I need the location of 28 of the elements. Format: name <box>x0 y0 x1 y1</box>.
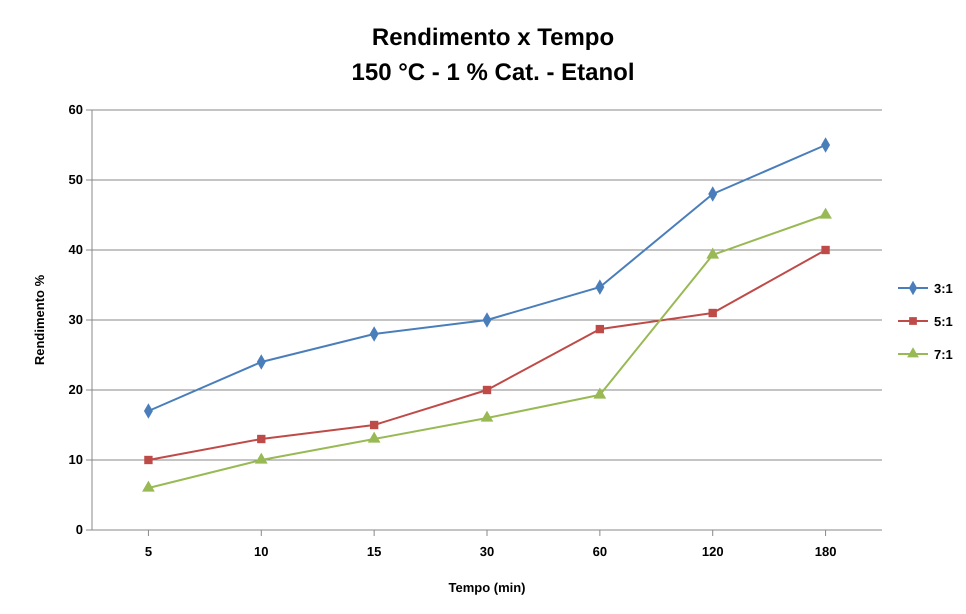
point <box>708 308 717 318</box>
chart-subtitle: 150 °C - 1 % Cat. - Etanol <box>352 59 634 86</box>
x-tick-label: 120 <box>702 544 724 559</box>
legend-label: 5:1 <box>934 314 953 329</box>
x-tick-label: 180 <box>814 544 836 559</box>
x-tick-label: 10 <box>254 544 269 559</box>
point <box>257 434 266 444</box>
x-axis-title: Tempo (min) <box>448 580 526 595</box>
legend-label: 3:1 <box>934 281 953 296</box>
y-tick-label: 0 <box>76 522 83 538</box>
legend-label: 7:1 <box>934 347 953 362</box>
point <box>482 386 492 394</box>
chart-title: Rendimento x Tempo <box>372 24 614 51</box>
point <box>821 246 830 254</box>
y-tick-label: 10 <box>68 452 83 468</box>
x-tick-label: 30 <box>480 544 494 559</box>
y-tick-label: 30 <box>68 312 83 328</box>
x-tick-label: 15 <box>366 544 382 559</box>
point <box>596 324 604 334</box>
x-tick-label: 60 <box>592 544 608 559</box>
y-tick-label: 20 <box>68 382 83 398</box>
y-tick-label: 60 <box>68 102 83 118</box>
y-tick-label: 40 <box>68 242 83 258</box>
y-tick-label: 50 <box>68 172 83 188</box>
y-axis-title: Rendimento % <box>32 274 47 366</box>
point <box>144 456 153 464</box>
point <box>370 420 378 430</box>
x-tick-label: 5 <box>144 544 152 559</box>
